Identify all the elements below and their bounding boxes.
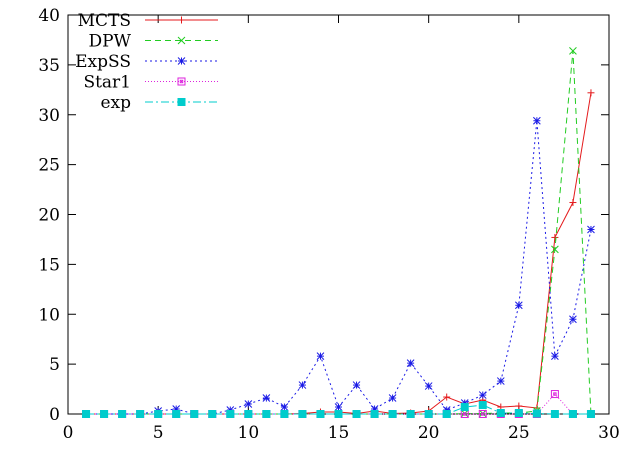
legend-label: MCTS bbox=[78, 11, 131, 31]
y-tick-label: 0 bbox=[49, 405, 60, 425]
data-point bbox=[154, 410, 163, 418]
data-point bbox=[514, 409, 523, 418]
data-point bbox=[478, 401, 487, 410]
y-tick-label: 35 bbox=[38, 56, 60, 76]
series-group bbox=[82, 47, 595, 418]
data-point bbox=[352, 410, 361, 418]
legend-item-mcts: MCTS bbox=[78, 11, 218, 31]
data-point bbox=[208, 410, 217, 418]
data-point bbox=[136, 410, 145, 418]
data-point bbox=[496, 377, 505, 385]
data-point bbox=[280, 403, 289, 411]
data-point bbox=[532, 409, 541, 418]
data-point bbox=[569, 47, 577, 55]
data-point bbox=[298, 381, 307, 389]
data-point bbox=[551, 233, 559, 241]
data-point bbox=[424, 382, 433, 390]
series-line-expss bbox=[86, 120, 592, 415]
data-point bbox=[550, 390, 559, 399]
legend-marker bbox=[177, 98, 186, 106]
data-point bbox=[244, 400, 253, 408]
legend-item-dpw: DPW bbox=[88, 32, 218, 52]
y-tick-label: 5 bbox=[49, 355, 60, 375]
legend-item-expss: ExpSS bbox=[75, 52, 218, 72]
y-tick-label: 25 bbox=[38, 156, 60, 176]
data-point bbox=[244, 410, 253, 418]
legend-marker bbox=[177, 77, 186, 86]
legend-item-star1: Star1 bbox=[83, 73, 218, 93]
data-point bbox=[551, 245, 559, 254]
series-exp bbox=[82, 401, 595, 418]
legend-item-exp: exp bbox=[100, 93, 218, 113]
data-point bbox=[515, 402, 523, 410]
legend-marker bbox=[178, 16, 185, 24]
y-tick-label: 20 bbox=[38, 206, 60, 226]
axis-tick-labels: 0 5 10 15 20 25 30 0 5 10 15 20 25 30 35 40 bbox=[38, 6, 619, 443]
x-tick-label: 20 bbox=[418, 423, 440, 443]
legend-label: exp bbox=[100, 93, 131, 113]
data-point bbox=[478, 391, 487, 399]
y-tick-label: 40 bbox=[38, 6, 60, 26]
data-point bbox=[569, 199, 577, 207]
data-point bbox=[388, 410, 397, 418]
data-point bbox=[82, 410, 91, 418]
y-tick-label: 10 bbox=[38, 305, 60, 325]
legend-marker bbox=[177, 36, 186, 45]
data-point bbox=[586, 410, 595, 418]
data-point bbox=[118, 410, 127, 418]
data-point bbox=[370, 410, 379, 418]
data-point bbox=[514, 301, 523, 310]
series-dpw bbox=[82, 47, 595, 418]
data-point bbox=[316, 352, 325, 360]
data-point bbox=[262, 394, 271, 402]
series-mcts bbox=[82, 89, 595, 418]
data-point bbox=[550, 410, 559, 418]
data-point bbox=[568, 410, 577, 418]
data-point bbox=[334, 403, 343, 411]
data-point bbox=[460, 403, 469, 412]
data-point bbox=[406, 359, 415, 367]
data-point bbox=[587, 225, 595, 234]
series-line-mcts bbox=[86, 92, 592, 415]
y-tick-label: 15 bbox=[38, 255, 60, 275]
data-point bbox=[478, 410, 487, 418]
data-point bbox=[316, 410, 325, 418]
x-tick-label: 30 bbox=[598, 423, 620, 443]
data-point bbox=[226, 410, 235, 418]
data-point bbox=[172, 410, 181, 418]
data-point bbox=[442, 410, 451, 418]
data-point bbox=[190, 410, 199, 418]
data-point bbox=[496, 409, 505, 418]
data-point bbox=[533, 116, 541, 125]
data-point bbox=[443, 393, 451, 401]
series-line-dpw bbox=[86, 50, 592, 415]
x-tick-label: 25 bbox=[508, 423, 530, 443]
data-point bbox=[424, 410, 433, 418]
data-point bbox=[406, 410, 415, 418]
data-point bbox=[334, 410, 343, 418]
x-tick-label: 10 bbox=[238, 423, 260, 443]
data-point bbox=[280, 410, 289, 418]
plot-frame bbox=[67, 14, 610, 415]
data-point bbox=[262, 410, 271, 418]
data-point bbox=[388, 394, 397, 402]
x-tick-label: 15 bbox=[328, 423, 350, 443]
legend-label: DPW bbox=[88, 32, 131, 52]
data-point bbox=[569, 315, 577, 324]
data-point bbox=[298, 410, 307, 418]
legend-label: Star1 bbox=[83, 73, 131, 93]
y-tick-label: 30 bbox=[38, 106, 60, 126]
data-point bbox=[352, 381, 361, 389]
data-point bbox=[551, 352, 559, 360]
series-expss bbox=[82, 116, 595, 418]
data-point bbox=[100, 410, 109, 418]
axis-ticks bbox=[67, 14, 610, 415]
x-tick-label: 5 bbox=[153, 423, 164, 443]
x-tick-label: 0 bbox=[63, 423, 74, 443]
data-point bbox=[587, 89, 595, 97]
legend-marker bbox=[177, 57, 186, 65]
legend-label: ExpSS bbox=[75, 52, 131, 72]
